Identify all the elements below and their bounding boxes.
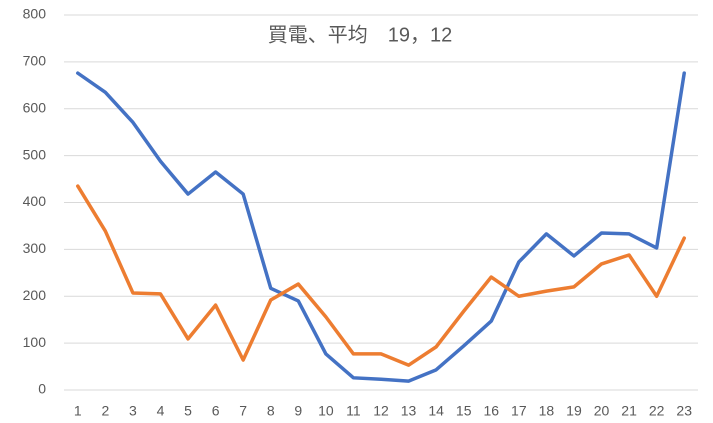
- x-tick-label: 12: [373, 403, 389, 419]
- x-tick-label: 16: [483, 403, 499, 419]
- y-tick-label: 100: [23, 334, 47, 350]
- y-tick-label: 800: [23, 6, 47, 22]
- x-tick-label: 6: [212, 403, 220, 419]
- x-tick-label: 2: [101, 403, 109, 419]
- x-tick-label: 21: [621, 403, 637, 419]
- x-tick-label: 13: [401, 403, 417, 419]
- x-tick-label: 4: [157, 403, 165, 419]
- x-tick-label: 18: [539, 403, 555, 419]
- y-tick-label: 300: [23, 240, 47, 256]
- x-tick-label: 23: [676, 403, 692, 419]
- y-tick-label: 600: [23, 99, 47, 115]
- chart-title: 買電、平均 19，12: [268, 23, 453, 46]
- y-tick-label: 700: [23, 53, 47, 69]
- x-tick-label: 8: [267, 403, 275, 419]
- x-tick-label: 3: [129, 403, 137, 419]
- x-tick-label: 1: [74, 403, 82, 419]
- y-tick-label: 0: [38, 381, 46, 397]
- x-tick-label: 17: [511, 403, 527, 419]
- x-tick-label: 7: [239, 403, 247, 419]
- y-tick-label: 400: [23, 193, 47, 209]
- x-tick-label: 14: [428, 403, 444, 419]
- series-line: [76, 184, 686, 367]
- series-line: [76, 71, 686, 383]
- x-tick-label: 15: [456, 403, 472, 419]
- y-tick-label: 500: [23, 146, 47, 162]
- x-tick-label: 22: [649, 403, 665, 419]
- x-tick-label: 9: [294, 403, 302, 419]
- x-tick-label: 19: [566, 403, 582, 419]
- x-tick-label: 11: [346, 403, 361, 419]
- x-tick-label: 5: [184, 403, 192, 419]
- y-tick-label: 200: [23, 287, 47, 303]
- x-tick-label: 20: [594, 403, 610, 419]
- x-tick-label: 10: [318, 403, 334, 419]
